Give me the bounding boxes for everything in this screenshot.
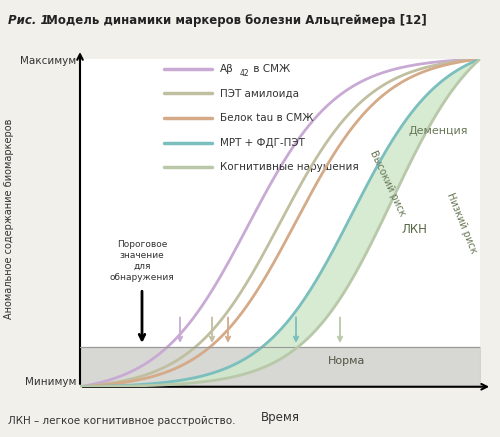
Text: ЛКН: ЛКН [401,223,427,236]
Text: Деменция: Деменция [408,126,468,136]
Text: Минимум: Минимум [24,377,76,387]
Text: Пороговое
значение
для
обнаружения: Пороговое значение для обнаружения [110,239,174,282]
Text: Рис. 1.: Рис. 1. [8,14,52,27]
Text: ЛКН – легкое когнитивное расстройство.: ЛКН – легкое когнитивное расстройство. [8,416,235,426]
Text: Модель динамики маркеров болезни Альцгеймера [12]: Модель динамики маркеров болезни Альцгей… [42,14,426,27]
Text: Высокий риск: Высокий риск [368,149,408,218]
Text: Норма: Норма [328,356,366,366]
Text: Белок tau в СМЖ: Белок tau в СМЖ [220,113,314,123]
Text: Максимум: Максимум [20,56,76,66]
Text: ПЭТ амилоида: ПЭТ амилоида [220,88,299,98]
Text: Время: Время [260,411,300,424]
Text: Аномальное содержание биомаркеров: Аномальное содержание биомаркеров [4,118,14,319]
Text: МРТ + ФДГ-ПЭТ: МРТ + ФДГ-ПЭТ [220,138,305,148]
Text: Аβ: Аβ [220,64,234,74]
Text: Когнитивные нарушения: Когнитивные нарушения [220,162,359,172]
Text: Низкий риск: Низкий риск [446,191,478,255]
Text: в СМЖ: в СМЖ [250,64,290,74]
Text: 42: 42 [239,69,249,78]
